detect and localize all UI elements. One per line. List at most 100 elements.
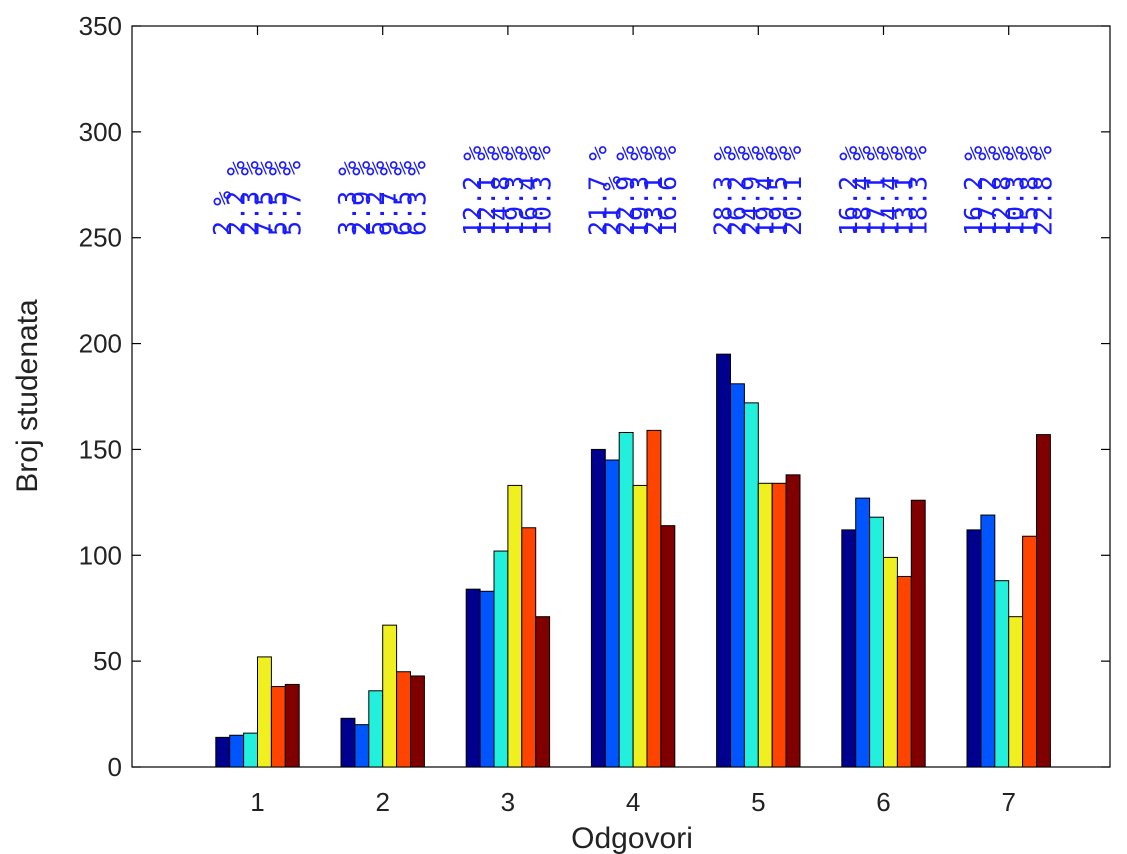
percent-label: 26.2 % xyxy=(722,146,751,236)
bar xyxy=(590,448,606,768)
bar xyxy=(646,429,662,768)
percent-label: 14.8 % xyxy=(486,146,515,236)
bar xyxy=(229,734,245,768)
bar xyxy=(618,431,634,768)
percent-label: 6.5 % xyxy=(389,161,418,236)
percent-label: 2.3 % xyxy=(236,161,265,236)
bar xyxy=(966,529,982,768)
percent-label: 13.1 % xyxy=(889,146,918,236)
percent-label: 22.9 % xyxy=(611,146,640,236)
y-axis-title: Broj studenata xyxy=(11,299,44,493)
bar xyxy=(479,590,495,768)
bar xyxy=(368,690,384,768)
bar xyxy=(771,482,787,768)
x-axis-title: Odgovori xyxy=(571,822,693,854)
percent-label: 16.4 % xyxy=(514,146,543,236)
percent-label: 3.3 % xyxy=(333,161,362,236)
percent-label: 28.3 % xyxy=(709,146,738,236)
bar xyxy=(257,656,272,768)
y-tick-label: 50 xyxy=(93,646,122,676)
percent-label: 6.3 % xyxy=(402,161,431,236)
percent-label: 15.8 % xyxy=(1015,146,1044,236)
bar xyxy=(910,499,926,768)
bar xyxy=(1022,535,1037,768)
x-tick-label: 7 xyxy=(1001,787,1015,817)
percent-label: 22.8 % xyxy=(1028,146,1057,236)
bar xyxy=(382,624,398,768)
percent-label: 12.8 % xyxy=(987,146,1016,236)
bar xyxy=(869,516,884,768)
y-tick-label: 100 xyxy=(79,540,122,570)
percent-label: 5.2 % xyxy=(361,161,390,236)
percent-label: 18.3 % xyxy=(903,146,932,236)
bar-group xyxy=(215,353,1051,768)
bar xyxy=(896,575,912,768)
bar xyxy=(660,525,676,768)
y-tick-label: 250 xyxy=(79,223,122,253)
bar xyxy=(354,724,370,768)
percent-label: 18.4 % xyxy=(848,146,877,236)
bar xyxy=(1036,434,1051,768)
x-tick-label: 5 xyxy=(751,787,765,817)
percent-label: 2 % xyxy=(208,191,237,236)
y-tick-label: 300 xyxy=(79,117,122,147)
bar xyxy=(716,353,731,768)
percent-label: 17.1 % xyxy=(862,146,891,236)
percent-label: 20.1 % xyxy=(778,146,807,236)
bar xyxy=(243,732,259,768)
percent-label: 19.5 % xyxy=(764,146,793,236)
percent-label: 10.3 % xyxy=(528,146,557,236)
bar xyxy=(521,527,537,768)
percent-label: 21.7 % xyxy=(583,146,612,236)
x-tick-labels: 1 2 3 4 5 6 7 xyxy=(250,787,1016,817)
percent-label: 2.2 % xyxy=(222,161,251,236)
bar xyxy=(841,529,857,768)
bar xyxy=(980,514,996,768)
bar xyxy=(493,550,509,768)
percent-label: 2.9 % xyxy=(347,161,376,236)
bar xyxy=(270,686,286,768)
y-tick-label: 350 xyxy=(79,11,122,41)
bar xyxy=(604,459,620,768)
bar xyxy=(507,484,523,768)
percent-label: 12.2 % xyxy=(458,146,487,236)
bar xyxy=(396,671,412,768)
bar xyxy=(855,497,871,768)
bar xyxy=(215,736,231,768)
y-tick-label: 200 xyxy=(79,329,122,359)
percent-label: 14.4 % xyxy=(875,146,904,236)
percent-label: 17.2 % xyxy=(973,146,1002,236)
percent-label: 10.3 % xyxy=(1001,146,1030,236)
percent-label: 19.4 % xyxy=(750,146,779,236)
percent-labels: 2 %2.2 %2.3 %7.5 %5.5 %5.7 % 3.3 %2.9 %5.… xyxy=(208,146,1058,236)
bar xyxy=(1008,616,1024,768)
percent-label: 16.2 % xyxy=(959,146,988,236)
percent-label: 23.1 % xyxy=(639,146,668,236)
x-tick-label: 3 xyxy=(501,787,515,817)
percent-label: 5.5 % xyxy=(263,161,292,236)
percent-label: 7.5 % xyxy=(249,161,278,236)
bar xyxy=(410,675,425,768)
bar xyxy=(465,588,481,768)
x-tick-label: 2 xyxy=(375,787,389,817)
bar xyxy=(994,580,1010,768)
y-tick-label: 150 xyxy=(79,434,122,464)
bar xyxy=(535,616,551,768)
bar xyxy=(340,717,356,768)
bar xyxy=(284,683,300,768)
y-tick-labels: 0 50 100 150 200 250 300 350 xyxy=(79,11,122,782)
percent-label: 19.3 % xyxy=(500,146,529,236)
percent-label: 21 % xyxy=(597,176,626,236)
percent-label: 24.9 % xyxy=(736,146,765,236)
x-tick-label: 4 xyxy=(626,787,640,817)
x-tick-label: 6 xyxy=(876,787,890,817)
bar xyxy=(757,482,773,768)
percent-label: 5.7 % xyxy=(277,161,306,236)
percent-label: 19.3 % xyxy=(625,146,654,236)
bar xyxy=(785,474,801,768)
percent-label: 9.7 % xyxy=(375,161,404,236)
x-tick-label: 1 xyxy=(250,787,264,817)
bar xyxy=(883,556,898,768)
y-tick-label: 0 xyxy=(108,752,122,782)
